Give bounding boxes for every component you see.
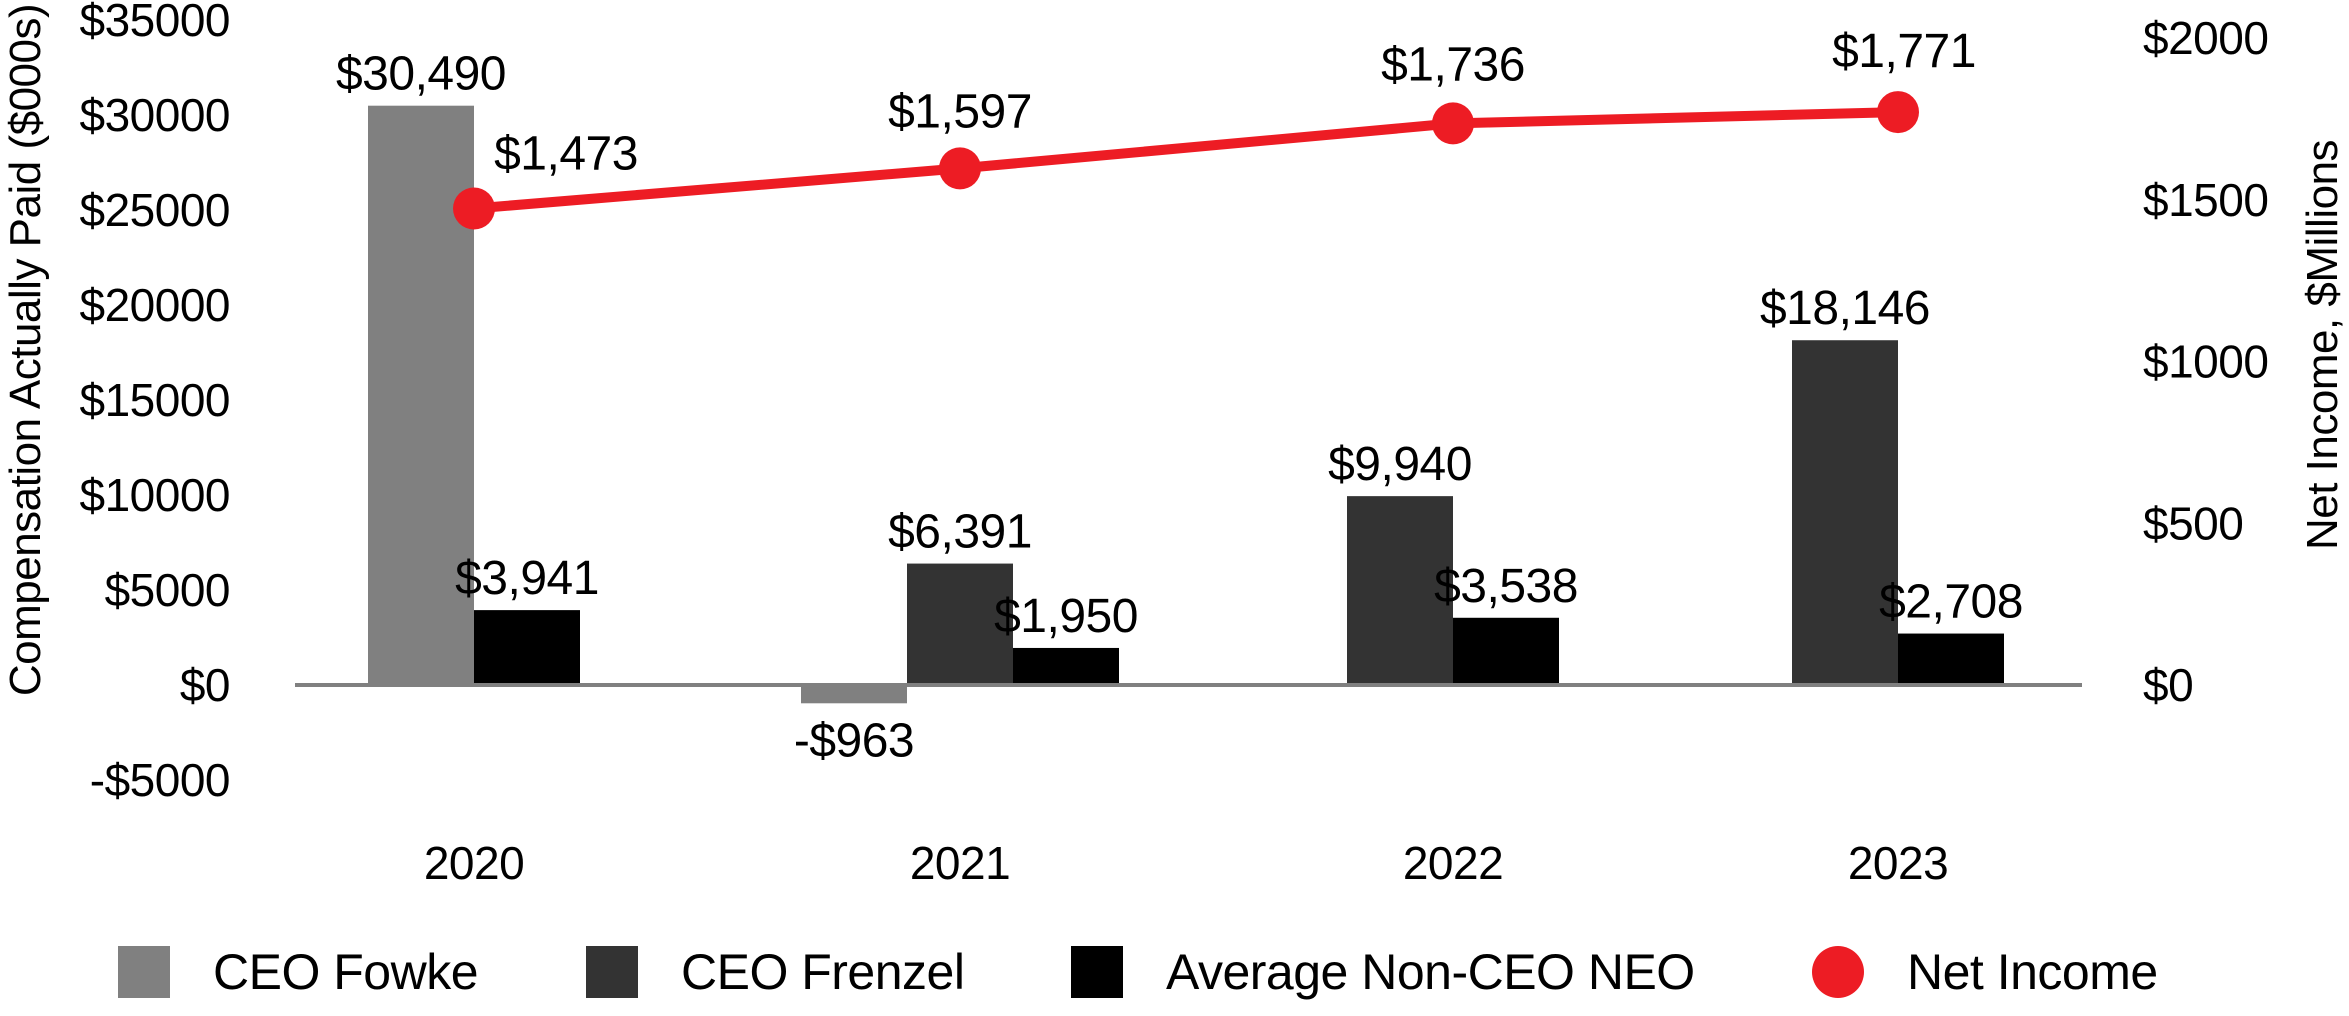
left-axis-tick-20000: $20000 bbox=[80, 279, 231, 331]
bar-value-label-average-non-ceo-neo-2020: $3,941 bbox=[455, 552, 599, 605]
left-axis-tick-15000: $15000 bbox=[80, 374, 231, 426]
bar-value-label-average-non-ceo-neo-2023: $2,708 bbox=[1879, 576, 2023, 629]
legend-label-average-non-ceo-neo: Average Non-CEO NEO bbox=[1166, 944, 1695, 1000]
net-income-label-2020: $1,473 bbox=[494, 127, 638, 180]
legend-label-net-income: Net Income bbox=[1907, 944, 2158, 1000]
net-income-marker-2021 bbox=[939, 147, 981, 190]
left-axis-title: Compensation Actually Paid ($000s) bbox=[1, 4, 50, 696]
right-axis-tick-0: $0 bbox=[2143, 659, 2193, 711]
legend-swatch-ceo-frenzel bbox=[586, 946, 638, 998]
legend-label-ceo-fowke: CEO Fowke bbox=[213, 944, 478, 1000]
x-axis-label-2021: 2021 bbox=[910, 837, 1010, 889]
bar-ceo-frenzel-2021 bbox=[907, 563, 1013, 685]
right-axis-tick-1000: $1000 bbox=[2143, 336, 2268, 388]
left-axis-tick-10000: $10000 bbox=[80, 469, 231, 521]
net-income-label-2021: $1,597 bbox=[888, 85, 1032, 138]
left-axis-tick-30000: $30000 bbox=[80, 89, 231, 141]
right-axis-tick-1500: $1500 bbox=[2143, 174, 2268, 226]
x-axis-label-2023: 2023 bbox=[1848, 837, 1948, 889]
net-income-marker-2020 bbox=[453, 187, 495, 230]
left-axis-tick-0: $0 bbox=[180, 659, 230, 711]
net-income-line bbox=[473, 107, 1899, 214]
net-income-marker-2022 bbox=[1432, 102, 1474, 145]
right-axis-tick-2000: $2000 bbox=[2143, 12, 2268, 64]
net-income-label-2022: $1,736 bbox=[1381, 38, 1525, 91]
bar-average-non-ceo-neo-2022 bbox=[1453, 617, 1559, 685]
bar-average-non-ceo-neo-2021 bbox=[1013, 647, 1119, 685]
bar-average-non-ceo-neo-2020 bbox=[474, 610, 580, 685]
bar-ceo-frenzel-2023 bbox=[1792, 340, 1898, 685]
bar-ceo-fowke-2021 bbox=[801, 685, 907, 704]
left-axis-tick-5000: $5000 bbox=[105, 564, 230, 616]
bar-value-label-average-non-ceo-neo-2022: $3,538 bbox=[1434, 560, 1578, 613]
left-axis-tick-25000: $25000 bbox=[80, 184, 231, 236]
bar-average-non-ceo-neo-2023 bbox=[1898, 633, 2004, 685]
bar-ceo-frenzel-2022 bbox=[1347, 496, 1453, 685]
net-income-marker-2023 bbox=[1877, 91, 1919, 134]
bar-value-label-ceo-fowke-2021: -$963 bbox=[794, 714, 914, 767]
legend-label-ceo-frenzel: CEO Frenzel bbox=[681, 944, 964, 1000]
x-axis-label-2020: 2020 bbox=[424, 837, 524, 889]
right-axis-title: Net Income, $Millions bbox=[2298, 140, 2347, 550]
bar-value-label-ceo-frenzel-2023: $18,146 bbox=[1760, 282, 1930, 335]
net-income-label-2023: $1,771 bbox=[1832, 25, 1976, 78]
legend-marker-net-income bbox=[1812, 946, 1864, 998]
bar-value-label-average-non-ceo-neo-2021: $1,950 bbox=[994, 590, 1138, 643]
left-axis-tick-5000: -$5000 bbox=[90, 754, 230, 806]
legend-swatch-ceo-fowke bbox=[118, 946, 170, 998]
bar-value-label-ceo-fowke-2020: $30,490 bbox=[336, 48, 506, 101]
x-axis-label-2022: 2022 bbox=[1403, 837, 1503, 889]
legend-swatch-average-non-ceo-neo bbox=[1071, 946, 1123, 998]
right-axis-tick-500: $500 bbox=[2143, 497, 2243, 549]
bar-value-label-ceo-frenzel-2022: $9,940 bbox=[1328, 438, 1472, 491]
bar-value-label-ceo-frenzel-2021: $6,391 bbox=[888, 506, 1032, 559]
left-axis-tick-35000: $35000 bbox=[80, 0, 231, 46]
